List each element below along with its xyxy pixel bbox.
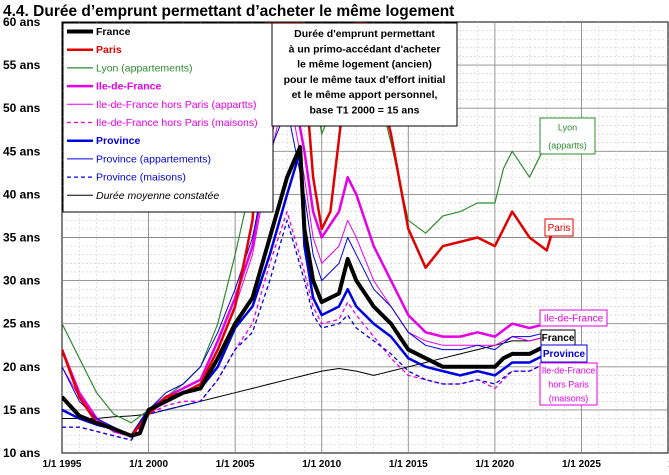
end-label-box bbox=[539, 362, 598, 406]
end-label: (appartts) bbox=[548, 141, 587, 151]
end-label-box bbox=[539, 309, 608, 327]
legend-label: France bbox=[96, 26, 131, 38]
y-tick-label: 25 ans bbox=[3, 317, 41, 331]
end-label: Ile-de-France bbox=[542, 366, 596, 376]
legend-label: Lyon (appartements) bbox=[96, 62, 193, 74]
end-label: Province bbox=[543, 349, 586, 360]
end-label: hors Paris bbox=[548, 380, 589, 390]
end-label: Lyon bbox=[558, 123, 577, 133]
series-line-ile-de-france-hors-paris-maisons- bbox=[62, 210, 548, 441]
end-labels: Lyon (appartts) Paris Ile-de-France France Pr… bbox=[539, 117, 608, 406]
x-tick-label: 1/1 2005 bbox=[216, 459, 255, 470]
end-label: (maisons) bbox=[549, 394, 589, 404]
x-tick-label: 1/1 2010 bbox=[302, 459, 341, 470]
x-tick-label: 1/1 2015 bbox=[389, 459, 428, 470]
legend-label: Durée moyenne constatée bbox=[96, 190, 219, 202]
y-tick-label: 50 ans bbox=[3, 101, 41, 115]
y-tick-label: 20 ans bbox=[3, 360, 41, 374]
y-axis-ticks: 10 ans 15 ans 20 ans 25 ans 30 ans 35 ans 40 a… bbox=[3, 15, 41, 460]
legend-label: Ile-de-France hors Paris (maisons) bbox=[96, 117, 258, 129]
annotation-note: Durée d'emprunt permettant à un primo-acc… bbox=[271, 22, 458, 127]
y-tick-label: 40 ans bbox=[3, 187, 41, 201]
x-tick-label: 1/1 1995 bbox=[43, 459, 82, 470]
end-label-box bbox=[539, 117, 596, 155]
y-tick-label: 15 ans bbox=[3, 403, 41, 417]
note-line: Durée d'emprunt permettant bbox=[294, 28, 435, 40]
series-line-paris bbox=[62, 22, 557, 438]
x-axis-ticks: 1/1 1995 1/1 2000 1/1 2005 1/1 2010 1/1 2015… bbox=[43, 459, 669, 470]
end-label: Paris bbox=[548, 223, 571, 234]
note-line: et le même apport personnel, bbox=[292, 89, 438, 101]
series-line-province-maisons- bbox=[62, 219, 548, 441]
legend-label: Province bbox=[96, 135, 141, 147]
note-line: base T1 2000 = 15 ans bbox=[309, 105, 419, 117]
series-line-france bbox=[62, 145, 558, 438]
legend-label: Ile-de-France hors Paris (appartts) bbox=[96, 99, 256, 111]
end-label: France bbox=[542, 333, 575, 344]
y-tick-label: 60 ans bbox=[3, 15, 41, 29]
y-tick-label: 30 ans bbox=[3, 274, 41, 288]
legend-label: Ile-de-France bbox=[96, 81, 162, 93]
series-group bbox=[62, 22, 558, 441]
end-label: Ile-de-France bbox=[544, 314, 604, 325]
y-tick-label: 10 ans bbox=[3, 446, 41, 460]
x-tick-label: 1/1 2025 bbox=[562, 459, 601, 470]
y-tick-label: 35 ans bbox=[3, 231, 41, 245]
legend-label: Province (maisons) bbox=[96, 172, 186, 184]
y-tick-label: 55 ans bbox=[3, 58, 41, 72]
end-label-box bbox=[544, 218, 574, 237]
note-line: à un primo-accédant d'acheter bbox=[289, 43, 441, 55]
legend: France Paris Lyon (appartements) Ile-de-Fra… bbox=[62, 22, 274, 213]
legend-box bbox=[62, 22, 274, 213]
x-tick-label: 1/1 2020 bbox=[475, 459, 514, 470]
y-tick-label: 45 ans bbox=[3, 144, 41, 158]
note-line: pour le même taux d'effort initial bbox=[284, 74, 446, 86]
legend-label: Province (appartements) bbox=[96, 153, 211, 165]
chart-title: 4.4. Durée d’emprunt permettant d’achete… bbox=[3, 3, 454, 20]
end-label-box bbox=[540, 344, 588, 363]
legend-label: Paris bbox=[96, 44, 122, 56]
note-line: le même logement (ancien) bbox=[297, 59, 432, 71]
note-box bbox=[271, 22, 458, 127]
x-tick-label: 1/1 2000 bbox=[129, 459, 168, 470]
